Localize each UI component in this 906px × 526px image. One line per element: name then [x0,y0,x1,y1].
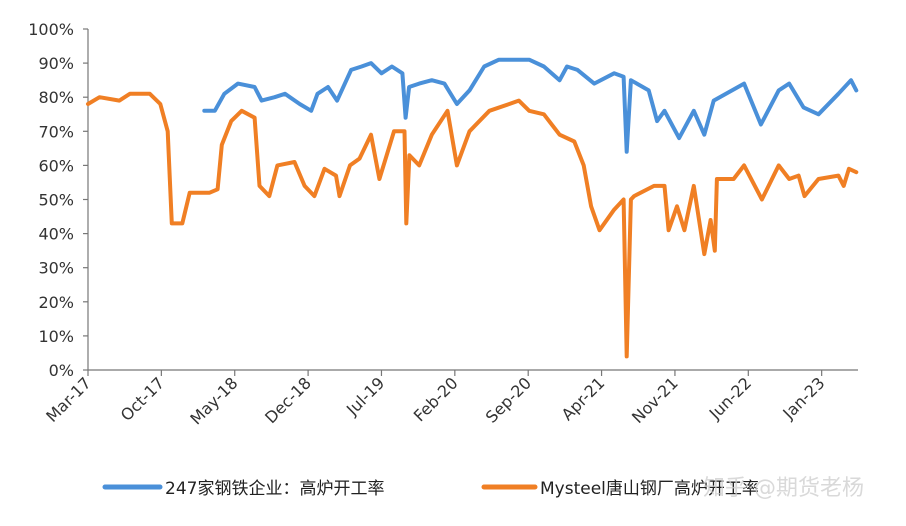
watermark: 知乎 @期货老杨 [703,476,864,501]
x-tick-label: Sep-20 [482,373,535,426]
x-tick-label: Mar-17 [42,373,95,426]
y-axis: 0% 10% 20% 30% 40% 50% 60% 70% 80% 90% 100% [28,20,89,380]
y-tick-label: 70% [38,122,74,141]
y-tick-label: 60% [38,156,74,175]
y-tick-label: 10% [38,327,74,346]
x-tick-label: May-18 [186,373,241,428]
y-tick-label: 90% [38,54,74,73]
y-tick-label: 30% [38,259,74,278]
series-line-blue [202,57,859,154]
y-tick-label: 80% [38,88,74,107]
x-tick-label: Jul-19 [342,373,388,419]
y-tick-label: 100% [28,20,74,39]
series-lines [86,57,859,359]
x-tick-label: Nov-21 [628,373,682,427]
y-tick-label: 50% [38,191,74,210]
legend-label-blue: 247家钢铁企业：高炉开工率 [165,479,384,499]
y-tick-label: 40% [38,225,74,244]
x-tick-label: Dec-18 [261,373,315,427]
x-tick-label: Apr-21 [558,373,609,424]
series-line-orange [86,91,859,359]
x-tick-label: Jan-23 [778,373,828,423]
legend-label-orange: Mysteel唐山钢厂高炉开工率 [540,478,759,499]
x-tick-label: Feb-20 [410,373,462,425]
x-tick-label: Jun-22 [705,373,755,423]
x-axis: Mar-17 Oct-17 May-18 Dec-18 Jul-19 Feb-20 Sep-… [42,369,858,429]
y-tick-label: 20% [38,293,74,312]
x-tick-label: Oct-17 [117,373,168,424]
y-tick-label: 0% [49,361,74,380]
legend: 247家钢铁企业：高炉开工率 Mysteel唐山钢厂高炉开工率 [102,478,759,499]
